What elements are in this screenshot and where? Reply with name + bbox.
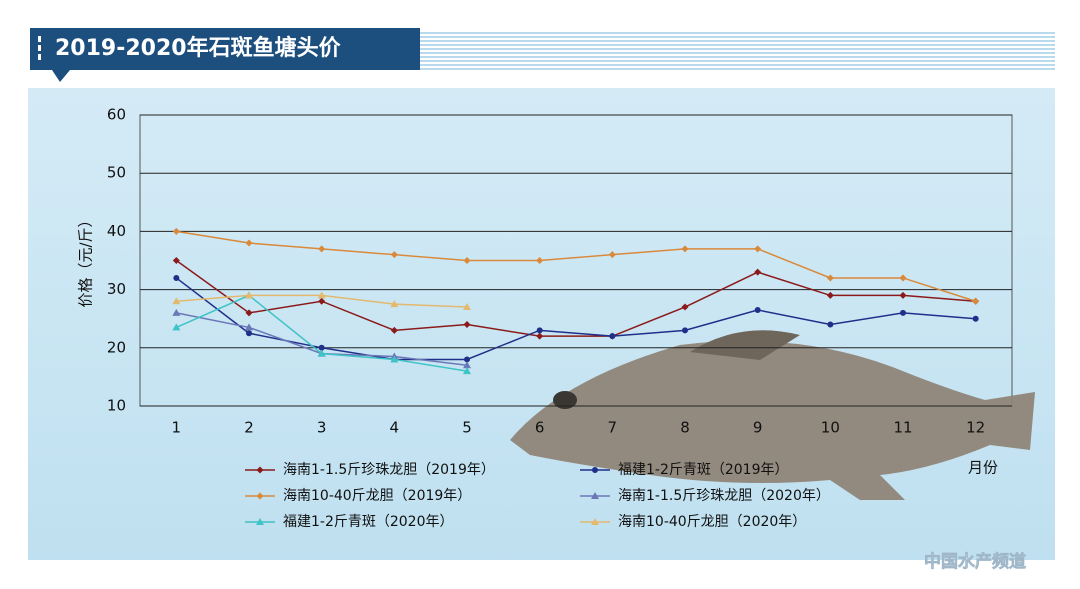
fish-photo [510, 330, 1035, 500]
legend-marker [256, 466, 264, 474]
legend-label: 福建1-2斤青斑（2019年） [618, 462, 789, 478]
legend-label: 福建1-2斤青斑（2020年） [283, 514, 454, 530]
x-tick-label: 4 [390, 419, 400, 437]
x-tick-label: 3 [317, 419, 327, 437]
point-marker [245, 323, 253, 331]
legend-label: 海南1-1.5斤珍珠龙胆（2019年） [283, 462, 495, 478]
series-line [176, 230, 976, 302]
y-tick-label: 40 [107, 222, 126, 240]
legend-marker [591, 518, 599, 525]
point-marker [608, 251, 616, 259]
banner-dash [38, 45, 41, 51]
point-marker [318, 344, 325, 351]
chart-title: 2019-2020年石斑鱼塘头价 [55, 35, 342, 61]
y-tick-label: 20 [107, 338, 126, 356]
chart-background [28, 88, 1055, 560]
point-marker [754, 306, 761, 313]
legend-label: 海南10-40斤龙胆（2020年） [618, 514, 806, 530]
point-marker [754, 268, 762, 276]
point-marker [899, 291, 907, 299]
point-marker [464, 356, 470, 363]
point-marker [609, 333, 616, 340]
x-tick-label: 12 [966, 419, 985, 437]
point-marker [245, 309, 253, 317]
point-marker [245, 239, 253, 247]
point-marker [390, 251, 398, 259]
point-marker [172, 297, 181, 305]
x-tick-label: 10 [821, 419, 840, 437]
point-marker [172, 257, 180, 264]
point-marker [463, 361, 471, 369]
point-marker [900, 309, 906, 316]
point-marker [536, 327, 543, 334]
point-marker [681, 303, 689, 311]
point-marker [463, 367, 471, 375]
legend-marker [256, 492, 264, 500]
y-tick-label: 60 [107, 106, 126, 124]
point-marker [245, 291, 253, 299]
point-marker [463, 257, 471, 264]
point-marker [390, 300, 399, 308]
point-marker [972, 315, 979, 322]
point-marker [682, 327, 688, 334]
point-marker [318, 297, 326, 305]
x-tick-label: 6 [535, 419, 545, 437]
x-tick-label: 9 [753, 419, 763, 437]
x-axis-label: 月份 [968, 459, 998, 477]
point-marker [172, 308, 181, 316]
point-marker [463, 303, 471, 311]
point-marker [172, 227, 180, 235]
x-tick-label: 5 [462, 419, 472, 437]
point-marker [899, 274, 907, 282]
banner-dash [38, 36, 41, 42]
point-marker [317, 291, 326, 299]
point-marker [826, 274, 834, 282]
point-marker [463, 321, 471, 329]
banner-dash [38, 54, 41, 60]
point-marker [172, 323, 181, 331]
y-tick-label: 10 [107, 397, 126, 415]
point-marker [318, 245, 326, 253]
point-marker [390, 355, 399, 363]
x-tick-label: 11 [893, 419, 912, 437]
point-marker [246, 330, 252, 337]
legend-marker [256, 518, 264, 525]
legend-marker [591, 492, 599, 499]
series-line [175, 259, 976, 337]
point-marker [827, 321, 834, 328]
point-marker [173, 274, 180, 281]
banner-stripes [420, 30, 1055, 70]
point-marker [536, 257, 544, 264]
legend-marker [592, 467, 598, 473]
x-tick-label: 1 [172, 419, 182, 437]
legend-label: 海南1-1.5斤珍珠龙胆（2020年） [618, 488, 830, 504]
x-tick-label: 8 [680, 419, 690, 437]
point-marker [536, 332, 544, 340]
y-axis-label: 价格（元/斤） [77, 212, 95, 307]
legend-label: 海南10-40斤龙胆（2019年） [283, 488, 471, 504]
title-banner [30, 28, 420, 82]
series-line [175, 277, 976, 361]
point-marker [972, 297, 980, 305]
point-marker [826, 291, 834, 299]
y-tick-label: 50 [107, 164, 126, 182]
x-tick-label: 7 [608, 419, 618, 437]
x-tick-label: 2 [244, 419, 254, 437]
point-marker [390, 326, 398, 334]
point-marker [681, 245, 689, 253]
point-marker [754, 245, 762, 253]
watermark: 中国水产频道 [924, 551, 1026, 572]
y-tick-label: 30 [107, 280, 126, 298]
point-marker [317, 349, 326, 357]
